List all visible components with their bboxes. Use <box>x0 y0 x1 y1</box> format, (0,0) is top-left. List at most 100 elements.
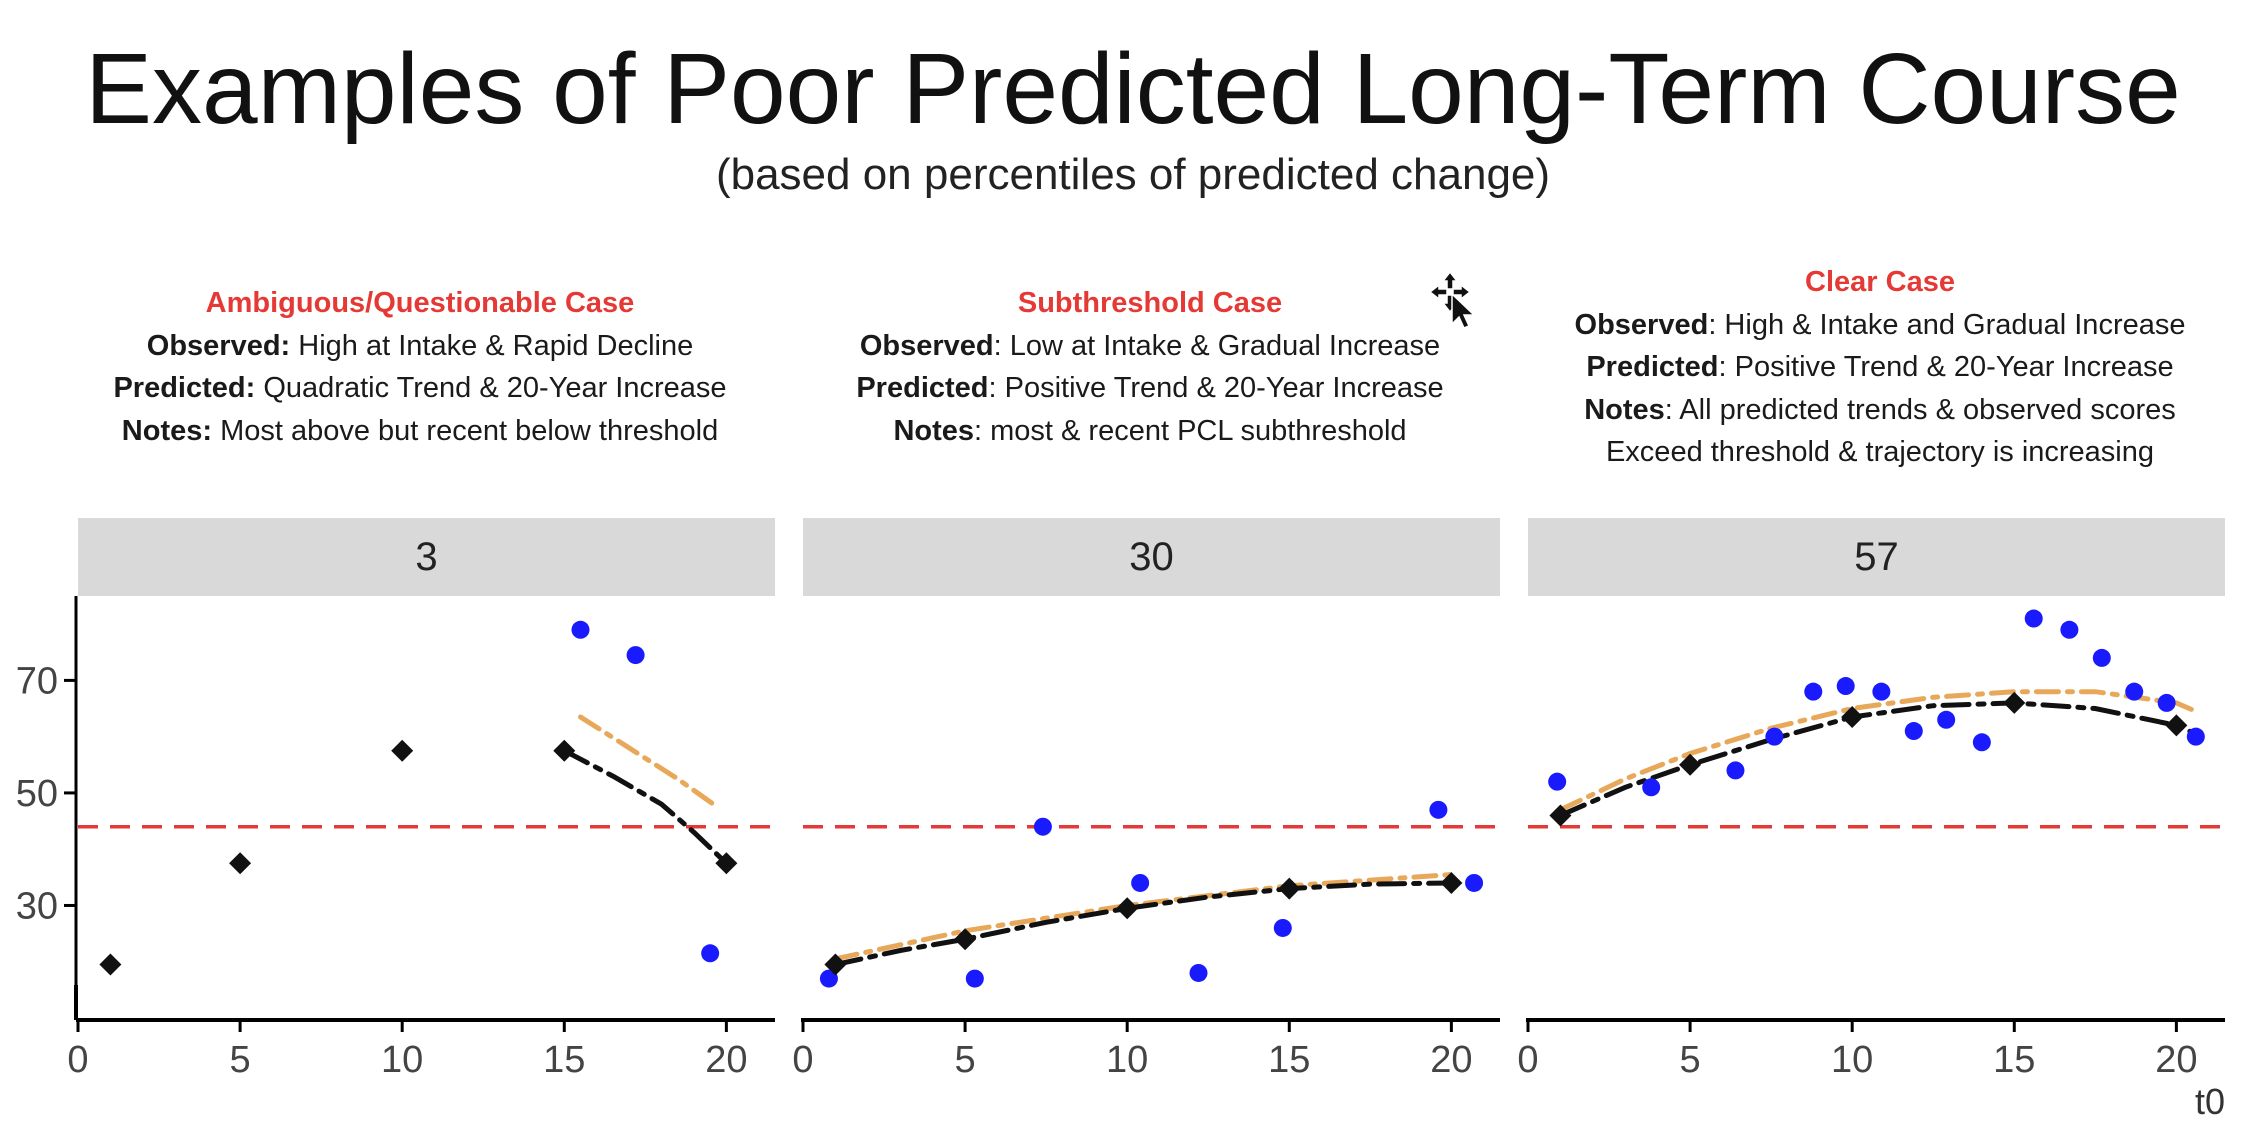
predicted-line <box>832 880 1454 967</box>
x-tick-label: 10 <box>1831 1039 1873 1081</box>
caption-text: : Positive Trend & 20-Year Increase <box>988 372 1444 404</box>
caption-line: Notes: All predicted trends & observed s… <box>1500 389 2260 432</box>
predicted-point <box>2003 691 2026 714</box>
x-tick-label: 20 <box>2155 1039 2197 1081</box>
x-tick-label: 15 <box>1268 1039 1310 1081</box>
x-tick-label: 0 <box>1517 1039 1538 1081</box>
slide-title: Examples of Poor Predicted Long-Term Cou… <box>85 33 2181 145</box>
x-tick-label: 10 <box>1106 1039 1148 1081</box>
observed-point <box>1189 963 1208 982</box>
predicted-point <box>99 953 122 976</box>
caption-label: Observed: <box>146 329 291 362</box>
observed-point <box>1429 800 1448 819</box>
predicted-point <box>1841 705 1864 728</box>
predicted-point <box>954 928 977 951</box>
caption-text: Quadratic Trend & 20-Year Increase <box>255 372 727 404</box>
case-heading: Subthreshold Case <box>1017 287 1283 319</box>
caption-label: Observed <box>1574 308 1709 341</box>
predicted-point <box>715 852 738 875</box>
observed-point <box>2125 682 2144 701</box>
observed-point <box>819 969 838 988</box>
observed-point <box>626 646 645 665</box>
facet-label: 57 <box>1854 535 1899 579</box>
case-caption-clear: Clear Case Observed: High & Intake and G… <box>1500 261 2260 474</box>
x-tick-label: 5 <box>1680 1039 1701 1081</box>
observed-point <box>1131 873 1150 892</box>
caption-text: Exceed threshold & trajectory is increas… <box>1605 436 2155 468</box>
observed-point <box>2060 620 2079 639</box>
observed-point <box>1872 682 1891 701</box>
x-axis-label-fragment: t0 <box>2195 1081 2225 1122</box>
case-heading: Ambiguous/Questionable Case <box>205 287 635 319</box>
caption-text: : Positive Trend & 20-Year Increase <box>1718 351 2174 383</box>
predicted-point <box>1549 804 1572 827</box>
trend-line <box>832 872 1454 962</box>
predicted-point <box>1440 871 1463 894</box>
caption-label: Notes: <box>121 414 213 447</box>
observed-point <box>2157 693 2176 712</box>
observed-point <box>1726 761 1745 780</box>
x-tick-label: 10 <box>381 1039 423 1081</box>
predicted-point <box>553 739 576 762</box>
caption-label: Predicted: <box>113 372 256 404</box>
facet-panel-30: 30 0 5 10 15 20 <box>792 518 1500 1081</box>
observed-point <box>1804 682 1823 701</box>
observed-point <box>1765 727 1784 746</box>
caption-text: : most & recent PCL subthreshold <box>974 414 1407 447</box>
observed-point <box>965 969 984 988</box>
y-tick-label: 50 <box>16 773 58 815</box>
predicted-point <box>2165 714 2188 737</box>
trend-line <box>578 714 716 807</box>
facet-strip <box>1528 518 2225 596</box>
caption-line: Notes: most & recent PCL subthreshold <box>770 410 1530 453</box>
caption-line: Observed: High & Intake and Gradual Incr… <box>1500 304 2260 347</box>
move-cursor-icon <box>1430 272 1476 329</box>
x-tick-label: 15 <box>543 1039 585 1081</box>
caption-line: Notes: Most above but recent below thres… <box>40 410 800 453</box>
predicted-line <box>561 748 729 866</box>
x-tick-label: 20 <box>1430 1039 1472 1081</box>
observed-point <box>1642 778 1661 797</box>
facet-panel-57: 57 0 5 10 15 20 <box>1517 518 2225 1081</box>
x-tick-label: 20 <box>705 1039 747 1081</box>
predicted-point <box>1116 897 1139 920</box>
x-tick-label: 15 <box>1993 1039 2035 1081</box>
observed-point <box>2186 727 2205 746</box>
observed-point <box>1904 722 1923 741</box>
x-tick-label: 5 <box>230 1039 251 1081</box>
observed-point <box>1836 677 1855 696</box>
caption-line: Predicted: Positive Trend & 20-Year Incr… <box>1500 346 2260 389</box>
observed-point <box>1465 873 1484 892</box>
predicted-point <box>229 852 252 875</box>
predicted-point <box>1278 877 1301 900</box>
caption-line: Predicted: Quadratic Trend & 20-Year Inc… <box>40 367 800 410</box>
predicted-point <box>1679 753 1702 776</box>
caption-line: Predicted: Positive Trend & 20-Year Incr… <box>770 367 1530 410</box>
predicted-point <box>391 739 414 762</box>
observed-point <box>2024 609 2043 628</box>
slide-subtitle: (based on percentiles of predicted chang… <box>715 150 1551 199</box>
observed-point <box>1548 772 1567 791</box>
case-caption-subthreshold: Subthreshold Case Observed: Low at Intak… <box>770 282 1530 452</box>
caption-label: Notes <box>893 414 975 447</box>
caption-text: : All predicted trends & observed scores <box>1664 393 2176 426</box>
caption-label: Notes <box>1584 393 1665 426</box>
caption-label: Predicted <box>1586 351 1719 383</box>
caption-line: Exceed threshold & trajectory is increas… <box>1500 431 2260 474</box>
case-heading: Clear Case <box>1805 266 1955 298</box>
observed-point <box>571 620 590 639</box>
case-caption-ambiguous: Ambiguous/Questionable Case Observed: Hi… <box>40 282 800 452</box>
facet-label: 3 <box>415 535 437 579</box>
observed-point <box>1033 817 1052 836</box>
y-tick-label: 30 <box>16 885 58 927</box>
facet-label: 30 <box>1129 535 1174 579</box>
caption-label: Predicted <box>856 372 989 404</box>
observed-point <box>1937 710 1956 729</box>
observed-point <box>701 944 720 963</box>
caption-line: Observed: High at Intake & Rapid Decline <box>40 325 800 368</box>
x-tick-label: 0 <box>792 1039 813 1081</box>
observed-point <box>1273 918 1292 937</box>
caption-text: High at Intake & Rapid Decline <box>290 329 694 362</box>
